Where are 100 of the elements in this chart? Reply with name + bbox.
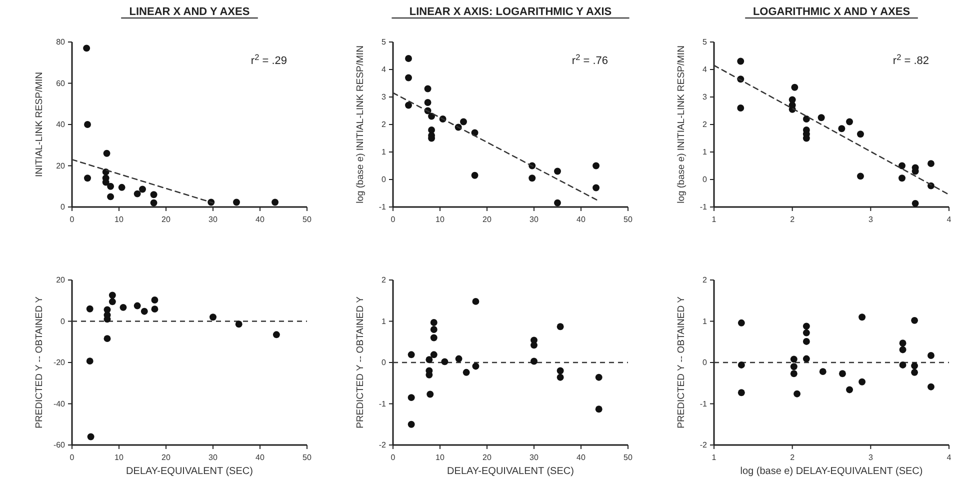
point bbox=[802, 116, 810, 122]
y-tick-label: 4 bbox=[702, 65, 708, 74]
y-tick-label: 2 bbox=[382, 276, 387, 285]
point bbox=[846, 386, 853, 394]
point bbox=[802, 329, 810, 336]
point bbox=[84, 174, 91, 182]
point bbox=[86, 305, 94, 312]
point bbox=[838, 125, 846, 132]
point bbox=[790, 356, 798, 363]
point bbox=[139, 186, 146, 193]
point bbox=[430, 334, 438, 342]
point bbox=[790, 363, 798, 370]
point bbox=[460, 118, 467, 126]
point bbox=[738, 389, 745, 396]
point bbox=[556, 323, 564, 330]
x-tick-label: 30 bbox=[530, 453, 539, 462]
point bbox=[737, 104, 744, 112]
x-tick-label: 20 bbox=[162, 215, 171, 224]
annotation: r$^{2}$ = .82 bbox=[892, 52, 929, 67]
point bbox=[455, 355, 462, 362]
point bbox=[233, 198, 240, 206]
point bbox=[528, 174, 536, 182]
x-tick-label: 0 bbox=[70, 453, 75, 462]
point bbox=[846, 118, 853, 126]
x-tick-label: 50 bbox=[624, 453, 633, 462]
point bbox=[838, 370, 846, 378]
point bbox=[108, 292, 116, 299]
y-tick-label: 3 bbox=[382, 92, 387, 102]
x-tick-label: 50 bbox=[302, 453, 312, 462]
y-tick-label: 2 bbox=[702, 120, 708, 130]
point bbox=[471, 172, 478, 179]
point bbox=[592, 184, 600, 192]
point bbox=[405, 74, 412, 82]
chart-title: LINEAR X AXIS: LOGARITHMIC Y AXIS bbox=[409, 6, 612, 18]
point bbox=[790, 370, 798, 378]
point bbox=[424, 99, 432, 106]
x-axis-title: DELAY-EQUIVALENT (SEC) bbox=[447, 466, 574, 477]
x-tick-label: 50 bbox=[624, 215, 633, 224]
x-tick-label: 20 bbox=[162, 453, 171, 462]
y-tick-label: 40 bbox=[56, 120, 66, 130]
point bbox=[928, 160, 934, 168]
x-tick-label: 4 bbox=[946, 215, 952, 224]
point bbox=[595, 406, 602, 413]
point bbox=[819, 368, 826, 376]
y-tick-label: 5 bbox=[382, 38, 387, 47]
point bbox=[408, 351, 415, 358]
point bbox=[424, 85, 432, 92]
x-axis-title: DELAY-EQUIVALENT (SEC) bbox=[126, 466, 253, 477]
point bbox=[107, 193, 114, 200]
point bbox=[103, 150, 110, 157]
x-tick-label: 0 bbox=[70, 215, 75, 224]
x-tick-label: 40 bbox=[576, 215, 586, 224]
point bbox=[405, 55, 412, 62]
y-tick-label: -40 bbox=[53, 399, 66, 408]
x-tick-label: 20 bbox=[482, 453, 492, 462]
point bbox=[235, 320, 242, 328]
y-axis-title: PREDICTED Y -- OBTAINED Y bbox=[676, 296, 687, 428]
point bbox=[150, 191, 158, 198]
y-tick-label: 1 bbox=[702, 148, 708, 157]
point bbox=[912, 200, 919, 207]
y-axis-title: log (base e) INITIAL-LINK RESP/MIN bbox=[355, 45, 366, 204]
x-tick-label: 10 bbox=[114, 453, 124, 462]
point bbox=[118, 184, 126, 191]
point bbox=[472, 298, 480, 305]
point bbox=[405, 102, 412, 109]
point bbox=[408, 420, 415, 428]
x-tick-label: 50 bbox=[302, 215, 312, 224]
point bbox=[462, 368, 470, 376]
y-axis-title: log (base e) INITIAL-LINK RESP/MIN bbox=[676, 45, 687, 204]
point bbox=[104, 335, 111, 342]
point bbox=[134, 190, 141, 198]
x-tick-label: 0 bbox=[390, 215, 396, 224]
point bbox=[802, 355, 810, 362]
point bbox=[210, 314, 216, 321]
point bbox=[802, 322, 810, 330]
point bbox=[595, 374, 602, 381]
point bbox=[430, 351, 438, 358]
y-tick-label: 0 bbox=[382, 175, 387, 184]
y-tick-label: -1 bbox=[700, 399, 708, 408]
point bbox=[530, 342, 538, 349]
x-tick-label: 40 bbox=[256, 453, 265, 462]
chart-title: LOGARITHMIC X AND Y AXES bbox=[752, 6, 910, 18]
point bbox=[426, 356, 433, 364]
y-tick-label: 4 bbox=[382, 65, 387, 74]
point bbox=[83, 44, 90, 52]
point bbox=[86, 358, 94, 365]
y-tick-label: 1 bbox=[382, 316, 387, 326]
point bbox=[911, 362, 918, 370]
x-tick-label: 10 bbox=[436, 215, 445, 224]
y-axis-title: PREDICTED Y -- OBTAINED Y bbox=[34, 296, 45, 428]
point bbox=[857, 130, 864, 138]
point bbox=[150, 199, 158, 206]
y-tick-label: 0 bbox=[60, 316, 66, 326]
y-tick-label: -2 bbox=[700, 440, 708, 450]
point bbox=[858, 378, 866, 386]
point bbox=[441, 358, 448, 366]
x-tick-label: 30 bbox=[208, 215, 218, 224]
annotation: r$^{2}$ = .29 bbox=[250, 52, 287, 67]
point bbox=[134, 302, 141, 310]
point bbox=[911, 368, 918, 376]
